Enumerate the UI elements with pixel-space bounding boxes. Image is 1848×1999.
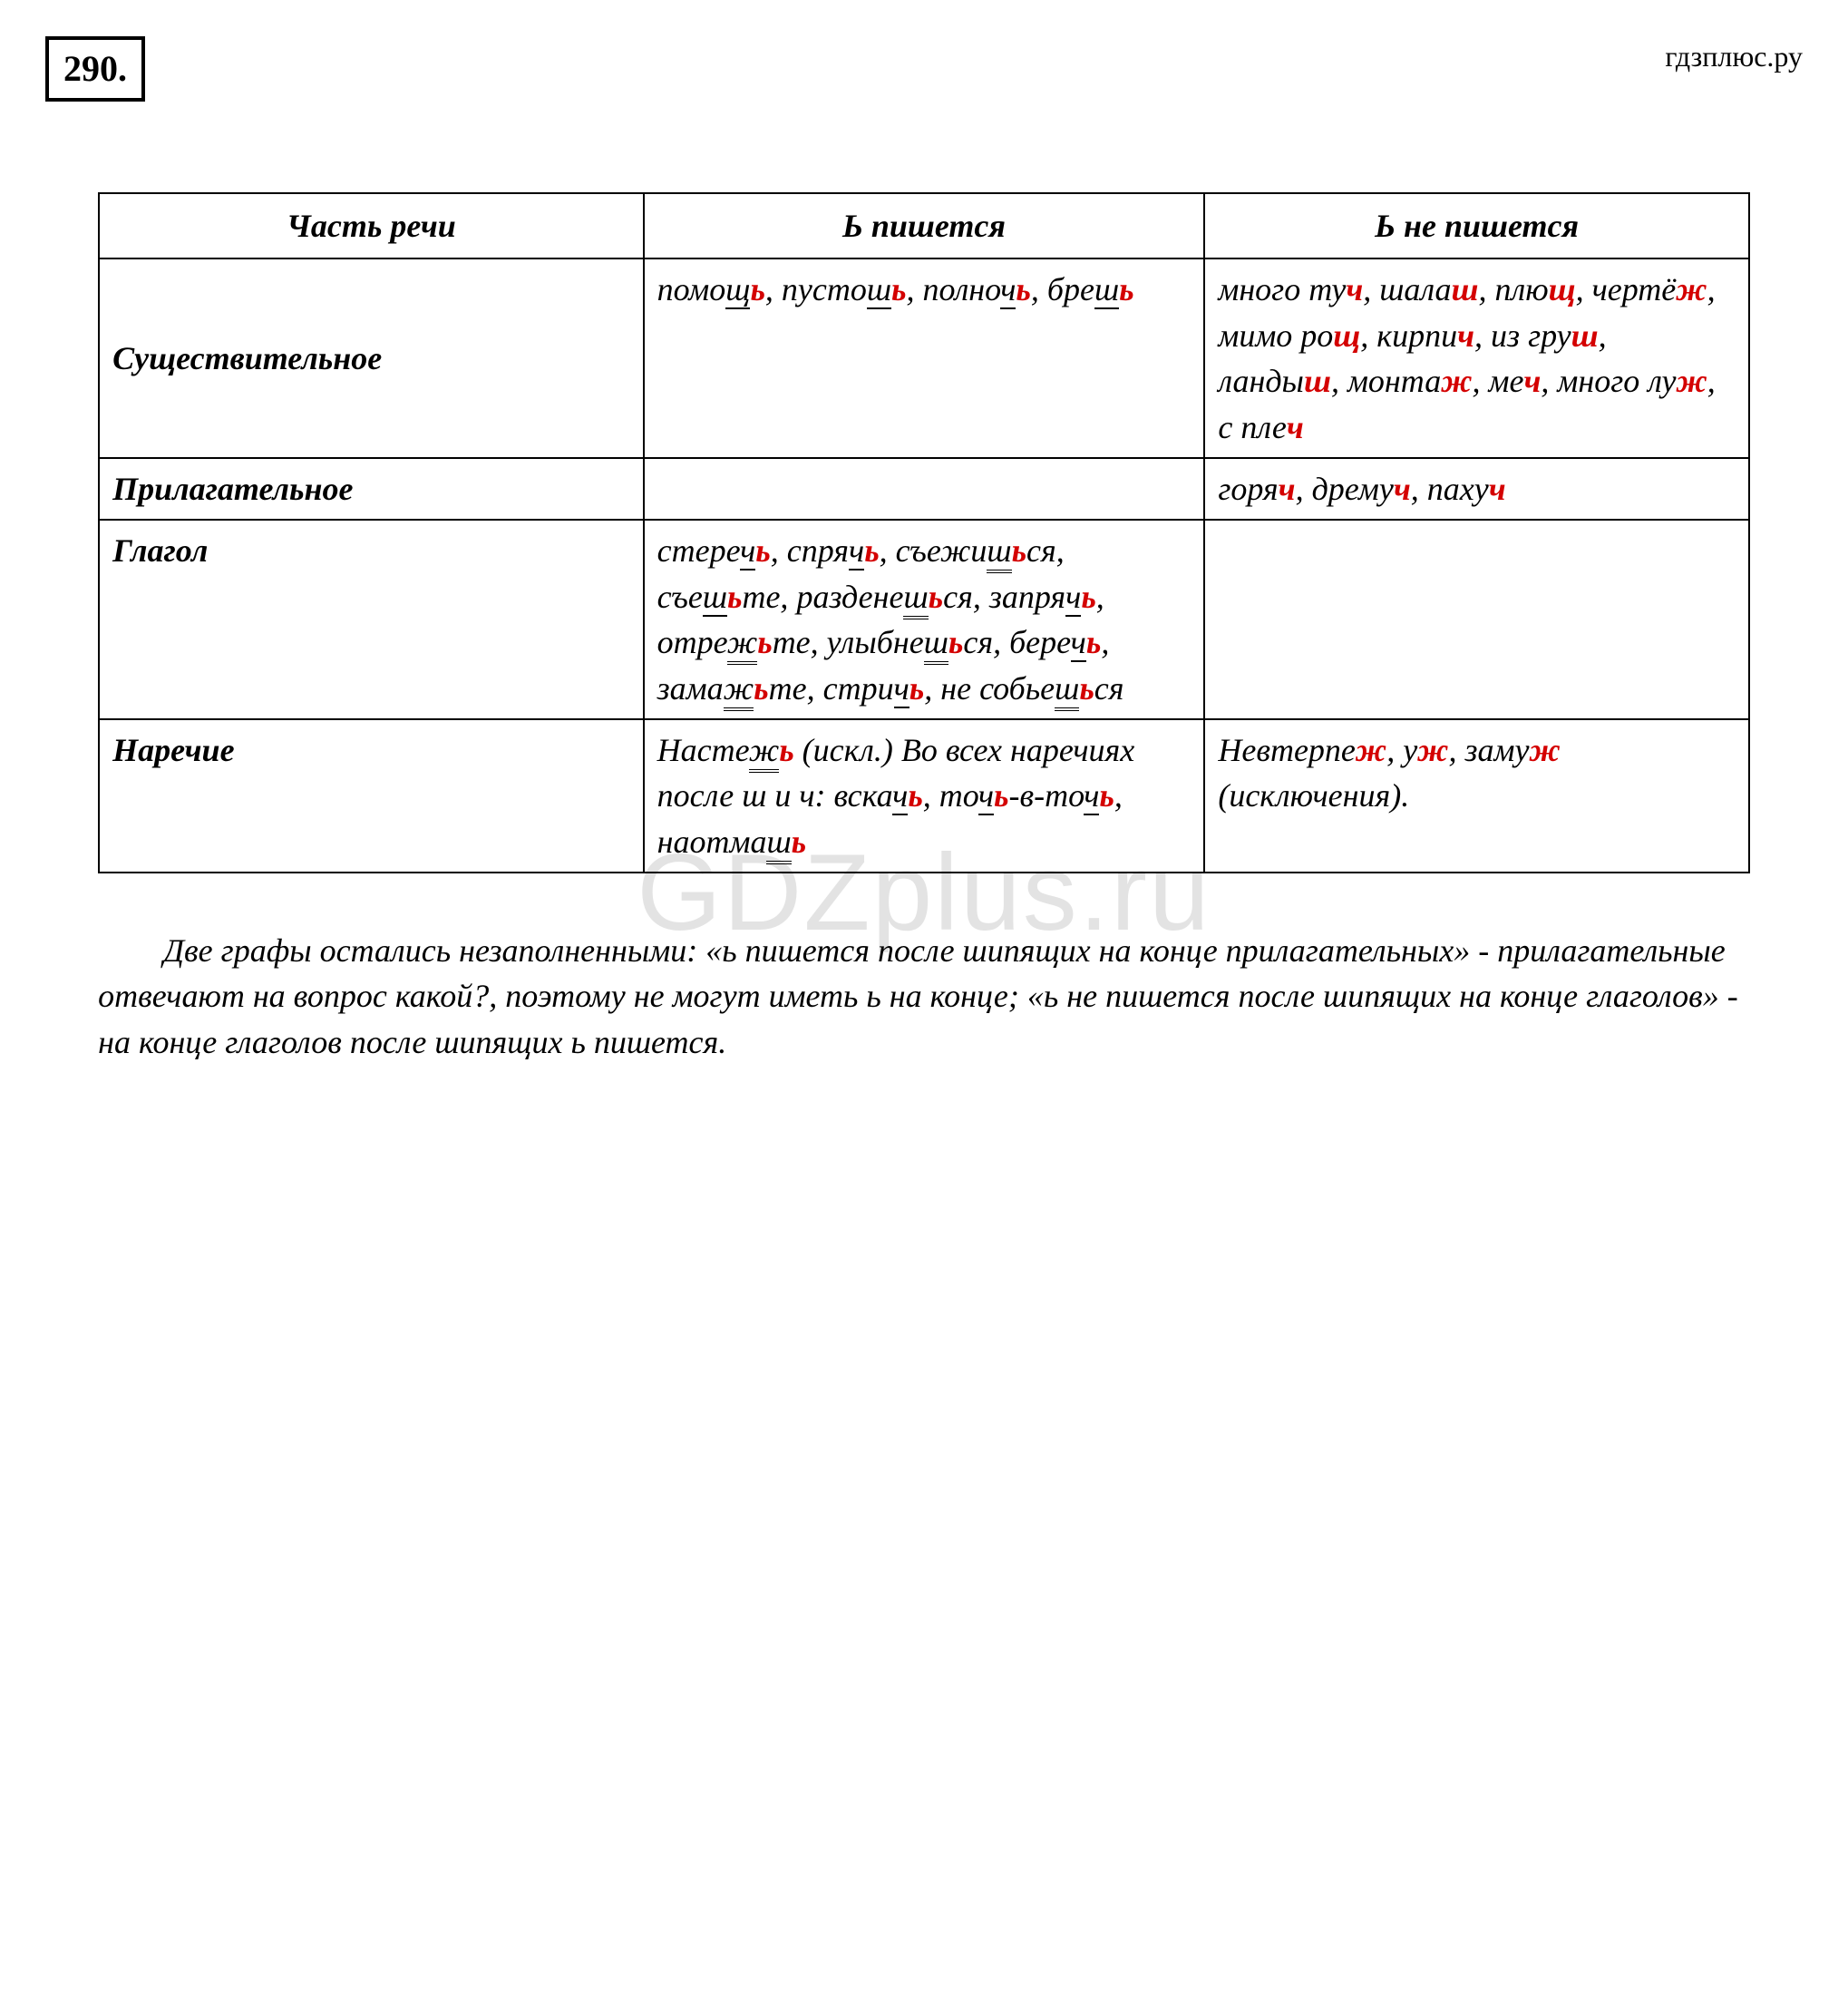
explanatory-paragraph: Две графы остались незаполненными: «ь пи…: [98, 928, 1750, 1065]
row-label: Существительное: [99, 258, 644, 458]
header-row: 290. гдзплюс.ру: [45, 36, 1803, 102]
cell-soft-sign-no: [1204, 520, 1749, 719]
table-header-row: Часть речи Ь пишется Ь не пишется: [99, 193, 1749, 258]
cell-soft-sign-no: Невтерпеж, уж, замуж (исключения).: [1204, 719, 1749, 873]
row-label: Прилагательное: [99, 458, 644, 520]
cell-soft-sign-yes: [644, 458, 1205, 520]
row-label: Глагол: [99, 520, 644, 719]
col-header-soft-sign-yes: Ь пишется: [644, 193, 1205, 258]
grammar-table: Часть речи Ь пишется Ь не пишется Сущест…: [98, 192, 1750, 873]
col-header-part-of-speech: Часть речи: [99, 193, 644, 258]
table-row: Прилагательное горяч, дремуч, пахуч: [99, 458, 1749, 520]
exercise-number-box: 290.: [45, 36, 145, 102]
table-row: Существительноепомощь, пустошь, полночь,…: [99, 258, 1749, 458]
cell-soft-sign-yes: Настежь (искл.) Во всех наречиях после ш…: [644, 719, 1205, 873]
row-label: Наречие: [99, 719, 644, 873]
cell-soft-sign-yes: помощь, пустошь, полночь, брешь: [644, 258, 1205, 458]
exercise-number: 290.: [63, 48, 127, 89]
cell-soft-sign-no: много туч, шалаш, плющ, чертёж, мимо рощ…: [1204, 258, 1749, 458]
table-body: Существительноепомощь, пустошь, полночь,…: [99, 258, 1749, 873]
col-header-soft-sign-no: Ь не пишется: [1204, 193, 1749, 258]
table-row: Глаголстеречь, спрячь, съежишься, съешьт…: [99, 520, 1749, 719]
cell-soft-sign-yes: стеречь, спрячь, съежишься, съешьте, раз…: [644, 520, 1205, 719]
cell-soft-sign-no: горяч, дремуч, пахуч: [1204, 458, 1749, 520]
table-row: НаречиеНастежь (искл.) Во всех наречиях …: [99, 719, 1749, 873]
site-label: гдзплюс.ру: [1665, 36, 1803, 77]
